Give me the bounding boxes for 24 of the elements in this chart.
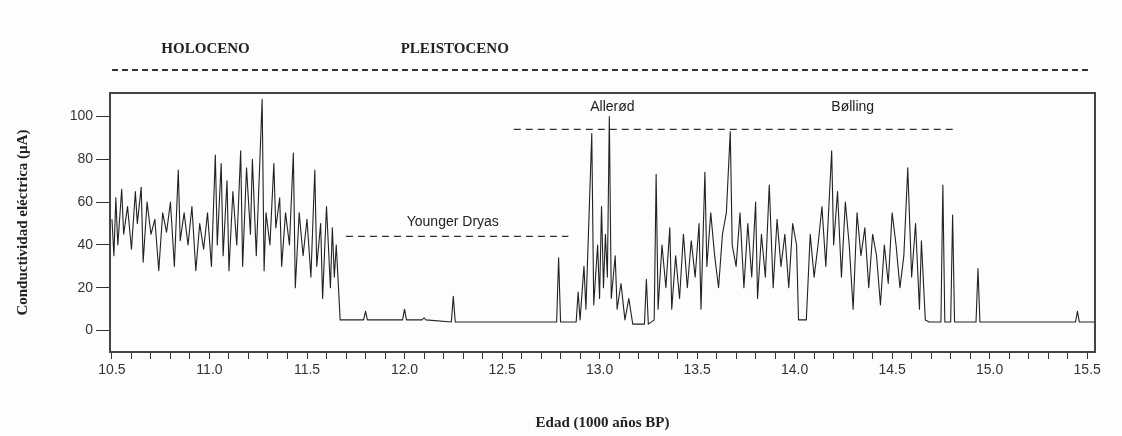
y-tick-label: 20 bbox=[77, 278, 94, 295]
text: HOLOCENO bbox=[161, 39, 250, 56]
x-tick-label: 13.0 bbox=[585, 361, 614, 378]
y-tick-label: 0 bbox=[85, 321, 94, 338]
y-tick-label: 100 bbox=[69, 107, 94, 124]
y-tick-label: 60 bbox=[77, 193, 94, 210]
text: PLEISTOCENO bbox=[400, 39, 509, 56]
annotation: Bølling bbox=[831, 97, 875, 114]
x-tick-label: 12.0 bbox=[390, 361, 419, 378]
x-tick-label: 14.0 bbox=[781, 361, 809, 378]
x-tick-label: 14.5 bbox=[878, 361, 906, 378]
annotation: Younger Dryas bbox=[406, 213, 499, 230]
x-tick-label: 15.0 bbox=[976, 361, 1004, 378]
y-tick-label: 80 bbox=[77, 150, 94, 167]
y-axis-title: Conductividad eléctrica (µA) bbox=[13, 129, 31, 316]
x-axis-title: Edad (1000 años BP) bbox=[535, 413, 670, 431]
y-tick-label: 40 bbox=[77, 235, 94, 252]
x-tick-label: 15.5 bbox=[1073, 361, 1102, 378]
x-tick-label: 10.5 bbox=[98, 361, 126, 378]
x-tick-label: 11.5 bbox=[293, 361, 321, 378]
x-tick-label: 13.5 bbox=[683, 361, 711, 378]
annotation: Allerød bbox=[590, 97, 635, 114]
x-tick-label: 12.5 bbox=[488, 361, 516, 378]
x-tick-label: 11.0 bbox=[196, 361, 223, 378]
